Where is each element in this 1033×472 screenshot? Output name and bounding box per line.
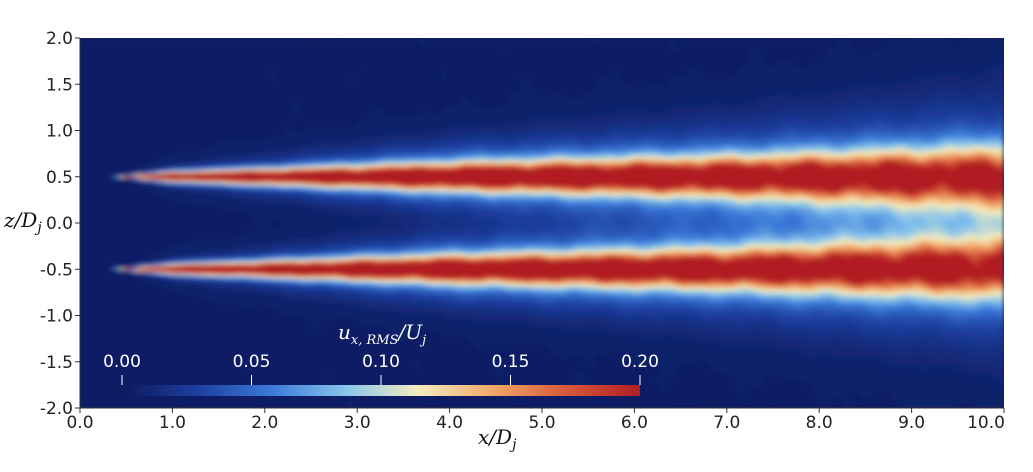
y-axis-title-main: z/D bbox=[3, 208, 37, 232]
x-axis-title-sub: j bbox=[509, 437, 517, 453]
colorbar-title-sub: x, RMS bbox=[351, 333, 399, 348]
colorbar-gradient bbox=[122, 385, 640, 396]
colorbar-tick-label: 0.15 bbox=[492, 352, 530, 372]
colorbar-title-main: u bbox=[338, 320, 351, 344]
colorbar: ux, RMS/Uj 0.00 0.05 0.10 0.15 0.20 bbox=[103, 320, 659, 396]
x-axis-title-main: x/D bbox=[478, 425, 512, 449]
y-tick-label: 2.0 bbox=[46, 29, 73, 49]
colorbar-tick-label: 0.20 bbox=[621, 352, 659, 372]
x-tick-label: 7.0 bbox=[713, 413, 740, 433]
x-tick-label: 2.0 bbox=[251, 413, 278, 433]
y-tick-label: -1.5 bbox=[40, 353, 73, 373]
x-tick-label: 1.0 bbox=[159, 413, 186, 433]
x-tick-label: 0.0 bbox=[66, 413, 93, 433]
y-tick-label: -1.0 bbox=[40, 307, 73, 327]
y-tick-label: 0.5 bbox=[46, 168, 73, 188]
x-tick-label: 3.0 bbox=[344, 413, 371, 433]
y-tick-label: -2.0 bbox=[40, 399, 73, 419]
colorbar-tick-label: 0.05 bbox=[233, 352, 271, 372]
colorbar-tick-label: 0.00 bbox=[103, 352, 141, 372]
colorbar-title: ux, RMS/Uj bbox=[338, 320, 426, 348]
y-axis: 2.0 1.5 1.0 0.5 0.0 -0.5 -1.0 -1.5 -2.0 bbox=[40, 29, 81, 419]
rms-field-heatmap bbox=[80, 38, 1004, 408]
x-tick-label: 5.0 bbox=[528, 413, 555, 433]
y-tick-label: 1.0 bbox=[46, 122, 73, 142]
colorbar-title-rest: /U bbox=[397, 320, 424, 344]
colorbar-tick-label: 0.10 bbox=[362, 352, 400, 372]
x-tick-label: 8.0 bbox=[806, 413, 833, 433]
y-axis-title-sub: j bbox=[34, 220, 42, 236]
x-axis-title: x/Dj bbox=[478, 425, 517, 453]
x-tick-label: 6.0 bbox=[621, 413, 648, 433]
y-tick-label: -0.5 bbox=[40, 260, 73, 280]
x-tick-label: 4.0 bbox=[436, 413, 463, 433]
y-tick-label: 1.5 bbox=[46, 75, 73, 95]
colorbar-title-sub2: j bbox=[419, 333, 426, 348]
y-tick-label: 0.0 bbox=[46, 214, 73, 234]
x-axis: 0.0 1.0 2.0 3.0 4.0 5.0 6.0 7.0 8.0 9.0 10.0 bbox=[66, 407, 1005, 433]
y-axis-title: z/Dj bbox=[3, 208, 42, 236]
x-tick-label: 10.0 bbox=[967, 413, 1005, 433]
x-tick-label: 9.0 bbox=[898, 413, 925, 433]
